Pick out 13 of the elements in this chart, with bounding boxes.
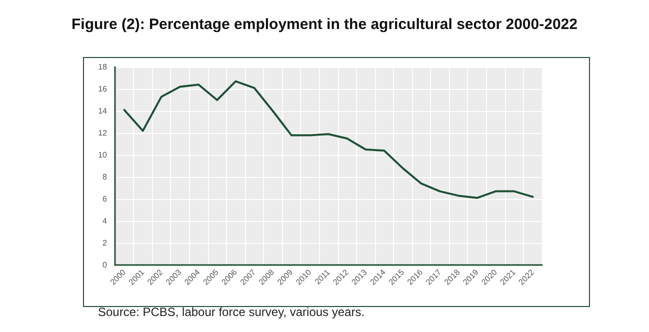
y-tick-label: 2	[102, 238, 108, 248]
y-tick-label: 0	[102, 260, 108, 270]
y-tick-label: 18	[98, 62, 108, 72]
y-tick-label: 4	[102, 216, 108, 226]
y-tick-label: 12	[98, 128, 108, 138]
source-note: Source: PCBS, labour force survey, various years.	[98, 305, 365, 319]
y-tick-label: 8	[102, 172, 108, 182]
y-tick-label: 10	[98, 150, 108, 160]
chart-title: Figure (2): Percentage employment in the agricultural sector 2000-2022	[70, 16, 578, 33]
y-tick-label: 6	[102, 194, 108, 204]
y-tick-label: 16	[98, 84, 108, 94]
line-series	[123, 80, 534, 199]
y-tick-label: 14	[98, 106, 108, 116]
